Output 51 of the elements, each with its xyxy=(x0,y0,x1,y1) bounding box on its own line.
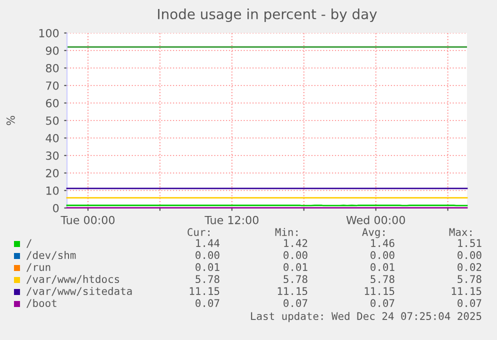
text: Cur: xyxy=(188,228,210,236)
text: 0.07 xyxy=(196,299,220,308)
text: 1.51 xyxy=(458,239,482,248)
text: 0.01 xyxy=(196,263,220,272)
y-tick-label: 20 xyxy=(46,168,59,178)
x-tick-label: Tue 00:00 xyxy=(60,216,115,224)
text: 1.44 xyxy=(196,239,220,247)
legend-label: /boot xyxy=(26,298,56,308)
y-tick-label: 50 xyxy=(46,116,59,125)
text: 0.00 xyxy=(458,251,482,260)
text: 5.78 xyxy=(458,275,482,284)
text: 0.07 xyxy=(370,299,394,308)
y-axis-title: % xyxy=(6,116,15,126)
legend-label: /var/www/htdocs xyxy=(26,274,120,284)
text: 11.15 xyxy=(278,287,308,296)
y-tick-label: 30 xyxy=(46,151,59,160)
legend-label: /dev/shm xyxy=(26,250,76,260)
text: 0.00 xyxy=(370,251,394,260)
text: Max: xyxy=(449,228,472,236)
text: 0.00 xyxy=(284,251,308,260)
text: 11.15 xyxy=(190,287,220,296)
y-tick-label: 100 xyxy=(39,28,59,38)
chart-title: Inode usage in percent - by day xyxy=(158,8,377,22)
text: 5.78 xyxy=(370,275,394,284)
y-tick-label: 0 xyxy=(53,204,59,212)
legend-label: /run xyxy=(26,263,50,272)
text: 0.00 xyxy=(196,251,220,260)
text: 0.01 xyxy=(370,263,394,272)
text: 0.07 xyxy=(284,299,308,308)
x-tick-label: Tue 12:00 xyxy=(204,216,258,224)
text: 1.42 xyxy=(284,239,308,247)
y-tick-label: 40 xyxy=(46,134,59,142)
y-tick-label: 70 xyxy=(46,81,59,90)
text: 5.78 xyxy=(284,275,308,284)
text: Min: xyxy=(275,228,298,236)
legend-label: /var/www/sitedata xyxy=(26,286,132,296)
text: 11.15 xyxy=(452,287,482,296)
y-tick-label: 80 xyxy=(46,64,59,72)
text: 11.15 xyxy=(364,287,394,296)
text: 1.46 xyxy=(371,239,394,248)
text: 0.07 xyxy=(458,299,482,308)
x-tick-label: Wed 00:00 xyxy=(346,216,405,224)
text: 0.01 xyxy=(284,263,308,272)
text: 0.02 xyxy=(458,263,482,272)
text: Last update: Wed Dec 24 07:25:04 2025 xyxy=(251,312,482,322)
y-tick-label: 60 xyxy=(46,98,59,108)
text: Avg: xyxy=(362,228,384,238)
y-tick-label: 10 xyxy=(46,186,59,195)
text: 5.78 xyxy=(196,275,220,284)
legend-label: / xyxy=(26,239,32,248)
y-tick-label: 90 xyxy=(46,46,59,55)
